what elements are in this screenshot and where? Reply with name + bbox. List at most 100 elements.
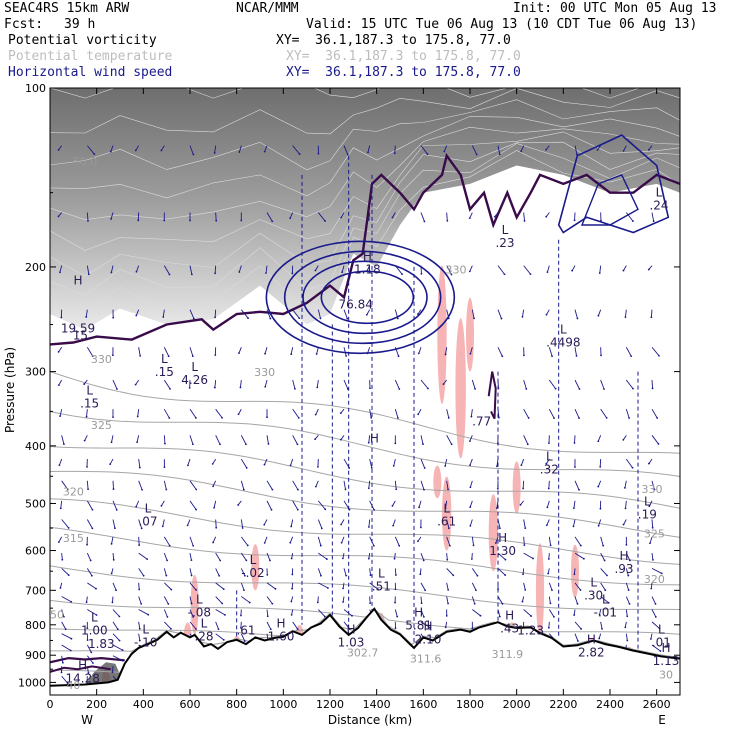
wind-arrow-head <box>168 544 171 547</box>
wind-arrow-head <box>496 465 498 468</box>
x-tick-label: 1200 <box>316 698 344 711</box>
wind-arrow <box>240 568 246 576</box>
wind-arrow <box>189 408 197 419</box>
wind-arrow-head <box>420 272 423 275</box>
wind-arrow <box>264 536 268 544</box>
wind-arrow-head <box>524 527 527 530</box>
wind-arrow <box>138 568 145 576</box>
wind-arrow-head <box>59 271 61 274</box>
wind-arrow-head <box>626 615 629 618</box>
wind-arrow-head <box>526 443 529 446</box>
y-tick-label: 700 <box>25 584 46 597</box>
wind-arrow-head <box>136 415 139 418</box>
wind-arrow <box>394 609 398 617</box>
wind-arrow <box>189 480 197 490</box>
wind-arrow-head <box>627 574 630 577</box>
wind-arrow-head <box>121 659 124 662</box>
wind-arrow-head <box>547 626 550 629</box>
wind-arrow-head <box>529 273 532 276</box>
wind-arrow <box>446 553 448 560</box>
wind-arrow-head <box>473 317 475 320</box>
wind-arrow-head <box>264 352 266 355</box>
wind-arrow-head <box>245 559 248 562</box>
wind-arrow <box>625 582 630 591</box>
wind-arrow <box>623 265 627 271</box>
wind-arrow-head <box>571 269 574 272</box>
wind-arrow <box>522 309 525 317</box>
wind-arrow <box>523 536 525 546</box>
wind-arrow-head <box>290 353 293 356</box>
pv-extremum-marker: H <box>73 273 82 287</box>
wind-arrow-head <box>238 352 240 355</box>
wind-arrow-head <box>345 355 348 357</box>
pv-contour-label: -.08 <box>188 606 211 620</box>
wind-arrow-head <box>551 589 553 592</box>
wind-arrow-head <box>450 273 453 276</box>
wind-arrow <box>342 553 345 559</box>
wind-arrow <box>523 582 526 591</box>
wind-arrow-head <box>64 628 67 631</box>
wind-arrow <box>213 500 217 508</box>
y-tick-label: 300 <box>25 366 46 379</box>
wind-arrow-head <box>86 627 89 630</box>
wind-arrow-head <box>70 600 73 603</box>
wind-arrow <box>648 458 653 464</box>
wind-arrow <box>87 582 97 590</box>
wind-arrow-head <box>142 574 145 577</box>
wind-arrow-head <box>317 152 320 155</box>
wind-arrow <box>600 582 606 591</box>
wind-arrow-head <box>212 485 214 488</box>
wind-arrow <box>343 609 353 617</box>
wind-arrow-head <box>548 442 550 445</box>
wind-arrow-head <box>418 506 420 509</box>
wind-arrow-head <box>394 627 397 630</box>
wind-arrow <box>162 309 165 318</box>
wind-arrow-head <box>213 506 216 509</box>
wind-arrow <box>163 552 168 561</box>
wind-arrow <box>625 552 631 561</box>
wind-arrow <box>624 621 627 628</box>
pv-contour-label: .24 <box>649 198 668 212</box>
pv-low-contour <box>50 656 125 664</box>
wind-arrow-head <box>291 573 294 576</box>
wind-arrow-head <box>85 415 88 418</box>
wind-arrow-head <box>168 417 171 419</box>
wind-arrow-head <box>472 544 475 547</box>
wind-arrow <box>420 212 425 222</box>
wind-arrow-head <box>575 354 578 357</box>
wind-arrow-head <box>167 603 170 605</box>
wind-arrow <box>264 379 268 387</box>
wind-arrow <box>112 553 115 560</box>
wind-arrow <box>163 379 171 390</box>
theta-contour <box>50 599 680 635</box>
wind-arrow <box>61 633 72 640</box>
pv-extremum-marker: H <box>276 616 285 630</box>
wind-arrow-head <box>298 317 301 320</box>
wind-arrow <box>573 500 576 509</box>
wind-arrow-head <box>138 588 141 591</box>
wind-arrow <box>445 500 448 509</box>
wind-arrow-head <box>267 443 270 445</box>
wind-arrow-head <box>583 557 585 560</box>
wind-arrow-head <box>574 466 576 468</box>
wind-arrow-head <box>215 219 218 222</box>
wind-arrow <box>86 568 93 577</box>
wind-arrow-head <box>325 558 328 560</box>
wind-arrow-head <box>86 639 89 642</box>
wind-arrow-head <box>90 651 93 654</box>
wind-arrow <box>446 519 450 529</box>
wind-arrow <box>523 265 531 275</box>
x-tick-label: 1600 <box>409 698 437 711</box>
wind-arrow-head <box>468 440 471 443</box>
wind-arrow <box>112 644 123 651</box>
wind-arrow-head <box>622 523 625 526</box>
wind-arrow-head <box>110 271 113 274</box>
wind-arrow <box>112 609 120 617</box>
wind-arrow <box>86 596 88 603</box>
wind-arrow-head <box>579 589 582 591</box>
wind-arrow-head <box>314 438 317 441</box>
wind-arrow-head <box>168 273 171 276</box>
wind-arrow <box>420 435 424 445</box>
wind-arrow-head <box>654 616 657 618</box>
wind-arrow-head <box>475 589 477 592</box>
